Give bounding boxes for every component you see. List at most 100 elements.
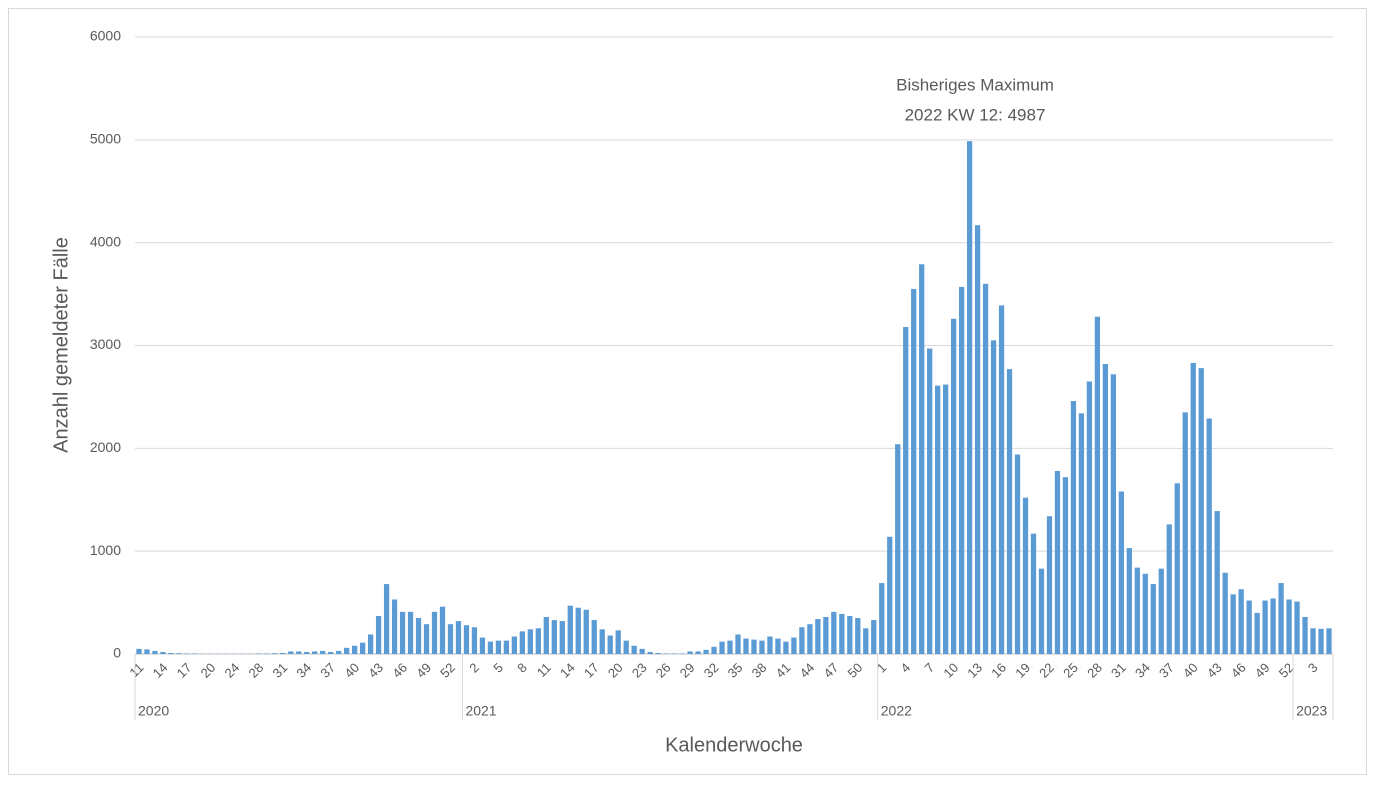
annotation: 2022 KW 12: 4987 (905, 105, 1046, 124)
bar (903, 327, 908, 654)
bar (1247, 601, 1252, 654)
group-label: 2023 (1296, 703, 1327, 719)
bar (727, 641, 732, 654)
bar (967, 141, 972, 654)
bar (1127, 548, 1132, 654)
bar (1055, 471, 1060, 654)
bar (823, 617, 828, 654)
bar (807, 624, 812, 654)
bar (1135, 568, 1140, 654)
bar (855, 618, 860, 654)
bar (935, 386, 940, 654)
bar (799, 627, 804, 654)
bar (160, 652, 165, 654)
bar (1326, 628, 1331, 654)
bar (624, 641, 629, 654)
bar (695, 651, 700, 654)
bar (152, 651, 157, 654)
bar (1167, 524, 1172, 654)
bar (1310, 628, 1315, 654)
bar (600, 629, 605, 654)
bar (831, 612, 836, 654)
bar (496, 641, 501, 654)
bar (679, 653, 684, 654)
bar (416, 618, 421, 654)
y-tick-label: 4000 (90, 233, 121, 249)
y-tick-label: 3000 (90, 336, 121, 352)
bar (272, 653, 277, 654)
bar (360, 643, 365, 654)
bar (560, 621, 565, 654)
bar (863, 628, 868, 654)
bar (815, 619, 820, 654)
bar (871, 620, 876, 654)
bar (911, 289, 916, 654)
bar (783, 642, 788, 654)
bar (1199, 368, 1204, 654)
bar (584, 610, 589, 654)
bar (1047, 516, 1052, 654)
bar (879, 583, 884, 654)
bar (1239, 589, 1244, 654)
bar (264, 653, 269, 654)
bar (1191, 363, 1196, 654)
bar (320, 651, 325, 654)
bar (472, 627, 477, 654)
bar (759, 641, 764, 654)
bar (1111, 374, 1116, 654)
bar (536, 628, 541, 654)
bar (400, 612, 405, 654)
bar (1294, 602, 1299, 654)
chart-border (9, 9, 1367, 775)
bar (663, 653, 668, 654)
bar (671, 653, 676, 654)
bar (184, 653, 189, 654)
bar (336, 651, 341, 654)
bar (1071, 401, 1076, 654)
bar (480, 638, 485, 654)
bar (280, 653, 285, 654)
bar (384, 584, 389, 654)
bar (943, 385, 948, 654)
bar (376, 616, 381, 654)
bar (1159, 569, 1164, 654)
bar (440, 607, 445, 654)
bar (392, 599, 397, 654)
bar (1215, 511, 1220, 654)
bar (1223, 573, 1228, 654)
bar (576, 608, 581, 654)
bar (176, 653, 181, 654)
bar (983, 284, 988, 654)
bar (847, 616, 852, 654)
bar (528, 629, 533, 654)
bar (312, 651, 317, 654)
bar (959, 287, 964, 654)
bar (544, 617, 549, 654)
bar (735, 634, 740, 654)
bar (552, 620, 557, 654)
bar (1183, 412, 1188, 654)
bar (368, 634, 373, 654)
bar (1031, 534, 1036, 654)
bar (632, 646, 637, 654)
bar (568, 606, 573, 654)
bar (1302, 617, 1307, 654)
bar (144, 649, 149, 654)
bar (168, 653, 173, 654)
y-tick-label: 0 (113, 645, 121, 661)
bar (512, 637, 517, 654)
bar (655, 653, 660, 654)
bar (1151, 584, 1156, 654)
bar (711, 647, 716, 654)
bar (504, 641, 509, 654)
bar (1262, 601, 1267, 654)
bar (919, 264, 924, 654)
bar (687, 651, 692, 654)
bar (1207, 419, 1212, 654)
bar (296, 651, 301, 654)
bar (1079, 413, 1084, 654)
bar (951, 319, 956, 654)
y-axis-title: Anzahl gemeldeter Fälle (50, 237, 72, 453)
bar (1278, 583, 1283, 654)
